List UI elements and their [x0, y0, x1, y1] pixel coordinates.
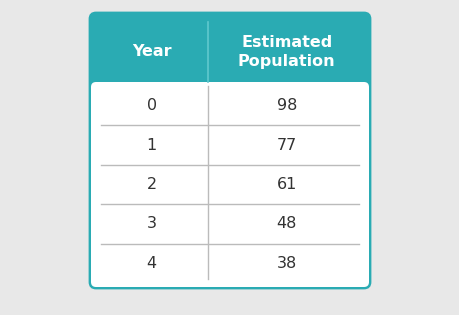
Text: Estimated
Population: Estimated Population — [237, 35, 335, 69]
Text: 98: 98 — [276, 98, 296, 113]
Text: Year: Year — [132, 44, 171, 60]
Text: 4: 4 — [146, 256, 157, 271]
Text: 61: 61 — [276, 177, 296, 192]
Text: 38: 38 — [276, 256, 296, 271]
FancyBboxPatch shape — [90, 13, 369, 288]
FancyBboxPatch shape — [91, 82, 368, 287]
Text: 3: 3 — [146, 216, 157, 232]
Text: 2: 2 — [146, 177, 157, 192]
Text: 0: 0 — [146, 98, 157, 113]
Text: 1: 1 — [146, 138, 157, 152]
Text: 48: 48 — [276, 216, 296, 232]
Text: 77: 77 — [276, 138, 296, 152]
